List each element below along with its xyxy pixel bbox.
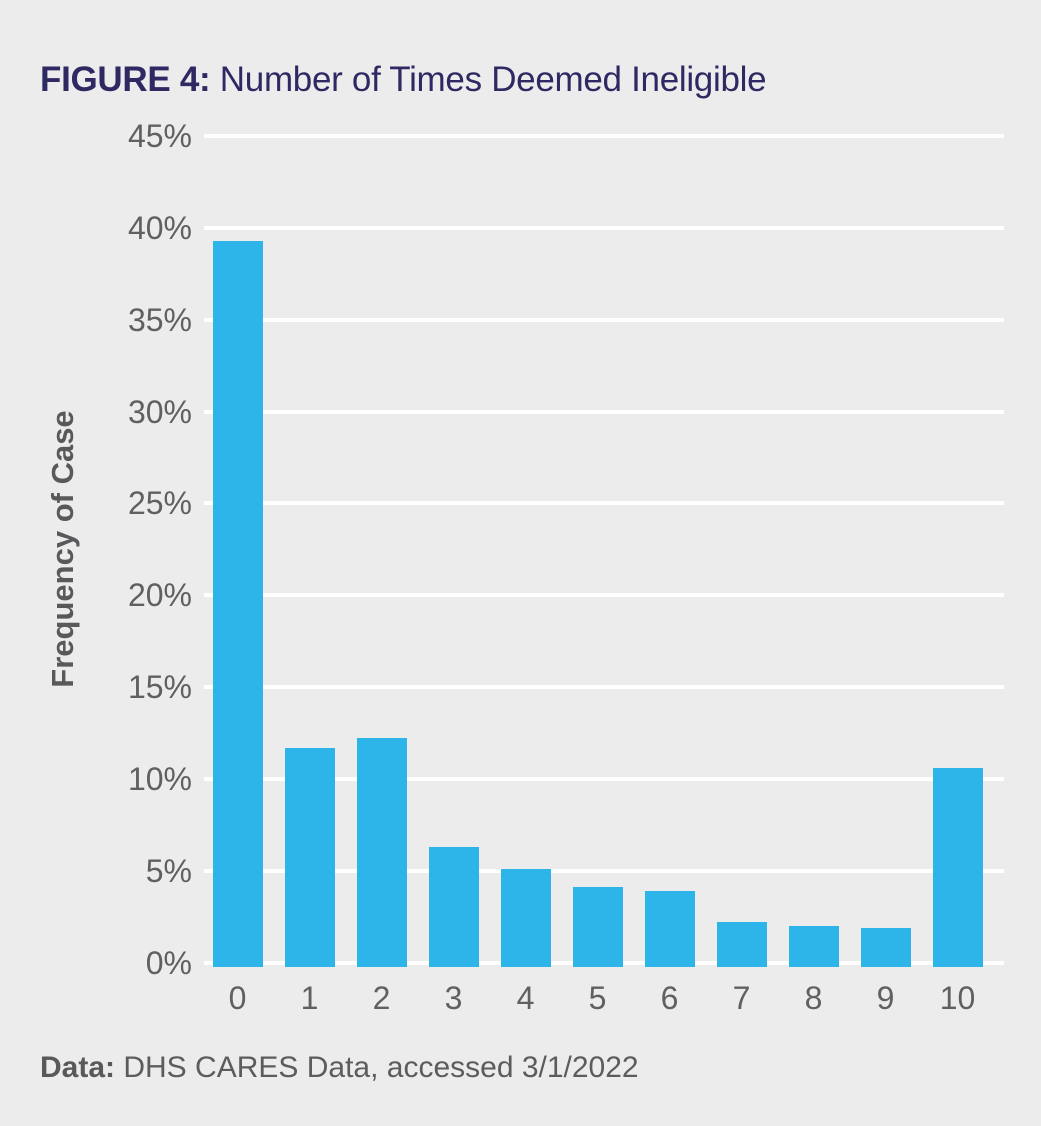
gridline-10 <box>204 776 1004 781</box>
bar-1 <box>284 747 335 967</box>
gridline-20 <box>204 593 1004 598</box>
x-tick-label-6: 6 <box>660 980 679 1016</box>
gridline-5 <box>204 868 1004 873</box>
x-tick-label-3: 3 <box>444 980 463 1016</box>
y-tick-label-0: 0% <box>145 944 192 981</box>
bar-8 <box>788 925 839 967</box>
gridline-35 <box>204 317 1004 322</box>
bar-10 <box>932 767 983 967</box>
gridline-30 <box>204 409 1004 414</box>
y-tick-label-35: 35% <box>127 301 192 338</box>
y-tick-label-25: 25% <box>127 485 192 522</box>
data-source-label: Data: <box>40 1051 116 1084</box>
y-tick-label-20: 20% <box>127 577 192 614</box>
bar-3 <box>428 846 479 967</box>
bar-5 <box>572 887 623 967</box>
data-source-note: Data: DHS CARES Data, accessed 3/1/2022 <box>40 1051 639 1085</box>
bar-6 <box>644 890 695 967</box>
y-tick-label-5: 5% <box>145 852 192 889</box>
x-tick-label-0: 0 <box>228 980 247 1016</box>
x-tick-label-1: 1 <box>300 980 319 1016</box>
figure-title-text: Number of Times Deemed Ineligible <box>210 60 767 99</box>
y-tick-label-45: 45% <box>127 118 192 154</box>
bar-2 <box>356 738 407 967</box>
gridline-45 <box>204 134 1004 138</box>
x-tick-label-2: 2 <box>372 980 391 1016</box>
bar-9 <box>860 927 911 967</box>
figure-title: FIGURE 4: Number of Times Deemed Ineligi… <box>40 60 767 100</box>
x-tick-label-7: 7 <box>732 980 751 1016</box>
y-tick-label-10: 10% <box>127 760 192 797</box>
x-tick-label-4: 4 <box>516 980 535 1016</box>
data-source-text: DHS CARES Data, accessed 3/1/2022 <box>115 1051 639 1084</box>
figure-number-label: FIGURE 4: <box>40 60 211 99</box>
y-tick-label-15: 15% <box>127 669 192 705</box>
x-tick-label-8: 8 <box>804 980 823 1016</box>
bar-0 <box>212 240 263 967</box>
y-axis-title: Frequency of Case <box>45 410 80 688</box>
x-tick-label-5: 5 <box>588 980 607 1016</box>
bar-4 <box>500 868 551 967</box>
gridline-15 <box>204 685 1004 689</box>
bar-7 <box>716 922 767 967</box>
gridline-25 <box>204 501 1004 506</box>
x-tick-label-9: 9 <box>876 980 895 1016</box>
x-tick-label-10: 10 <box>939 980 976 1016</box>
gridline-40 <box>204 225 1004 230</box>
y-tick-label-40: 40% <box>127 209 192 246</box>
y-tick-label-30: 30% <box>127 393 192 430</box>
